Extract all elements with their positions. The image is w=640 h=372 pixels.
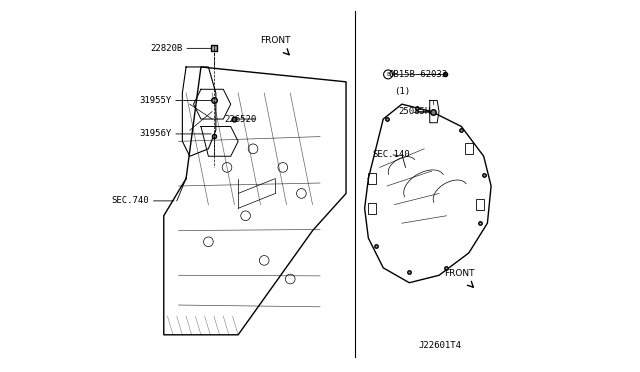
- Text: FRONT: FRONT: [444, 269, 475, 278]
- Text: 31955Y: 31955Y: [139, 96, 172, 105]
- Text: FRONT: FRONT: [260, 36, 291, 45]
- Text: SEC.140: SEC.140: [372, 150, 410, 159]
- Text: (1): (1): [394, 87, 410, 96]
- Text: 31956Y: 31956Y: [139, 129, 172, 138]
- Text: 0B15B-62033: 0B15B-62033: [389, 70, 448, 79]
- Text: 226520: 226520: [225, 115, 257, 124]
- Text: 8: 8: [386, 72, 390, 77]
- Text: 25085H: 25085H: [398, 107, 430, 116]
- Text: J22601T4: J22601T4: [419, 341, 461, 350]
- Text: SEC.740: SEC.740: [111, 196, 149, 205]
- Text: 22820B: 22820B: [150, 44, 182, 53]
